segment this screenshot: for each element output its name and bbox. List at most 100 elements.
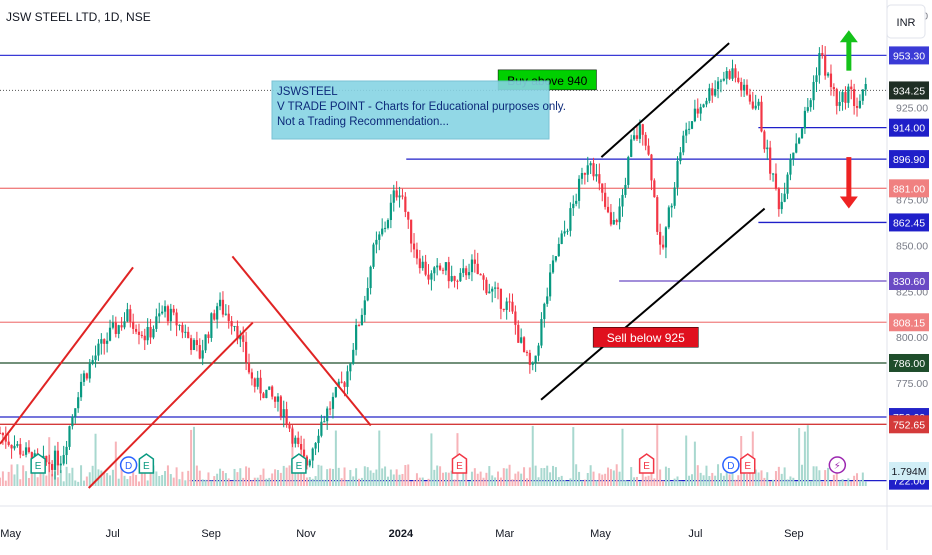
- candle-body: [302, 449, 306, 457]
- candle-body: [676, 161, 679, 188]
- volume-bar: [233, 468, 236, 486]
- event-marker-icon[interactable]: [638, 453, 655, 474]
- volume-bar: [858, 480, 861, 486]
- volume-bar: [832, 474, 835, 486]
- currency-button[interactable]: INR: [886, 4, 926, 39]
- chart-title: JSW STEEL LTD, 1D, NSE: [6, 10, 151, 24]
- candle-body: [245, 341, 248, 363]
- event-marker-icon[interactable]: [30, 453, 46, 474]
- candle-body: [621, 194, 624, 207]
- volume-bar: [644, 476, 647, 486]
- volume-bar: [795, 481, 798, 486]
- volume-bar: [737, 475, 740, 486]
- level-price-tag: [889, 213, 929, 232]
- candle-body: [774, 173, 778, 189]
- candle-body: [279, 396, 282, 417]
- volume-bar: [375, 469, 378, 486]
- candle-body: [404, 196, 407, 212]
- candle-body: [161, 311, 164, 314]
- volume-bar: [187, 470, 190, 486]
- volume-bar: [271, 473, 274, 486]
- candle-body: [476, 263, 479, 275]
- candle-body: [201, 350, 204, 359]
- volume-bar: [641, 472, 644, 486]
- volume-bar: [323, 479, 326, 486]
- candle-body: [352, 349, 355, 364]
- candle-body: [496, 287, 500, 289]
- volume-bar: [285, 467, 288, 486]
- level-price-label: 881.00: [893, 183, 925, 195]
- volume-bar: [172, 477, 175, 486]
- candle-body: [777, 188, 780, 210]
- volume-bar: [410, 481, 413, 486]
- currency-label: INR: [897, 17, 916, 29]
- volume-bar: [401, 473, 404, 486]
- event-marker-icon[interactable]: [291, 453, 307, 474]
- volume-bar: [436, 465, 439, 486]
- candle-body: [88, 363, 91, 379]
- volume-bar: [760, 470, 763, 486]
- event-marker-icon[interactable]: [739, 453, 756, 474]
- candle-body: [444, 262, 447, 271]
- volume-bar: [294, 469, 297, 486]
- volume-bar: [33, 473, 36, 486]
- event-marker-icon[interactable]: [119, 456, 138, 474]
- volume-bar: [415, 473, 418, 486]
- candle-body: [210, 313, 213, 338]
- y-tick-label: 775.00: [896, 378, 928, 390]
- volume-bar: [88, 472, 91, 486]
- volume-bar: [305, 477, 308, 486]
- volume-bar: [245, 466, 248, 486]
- candle-body: [473, 259, 476, 264]
- candle-body: [253, 378, 256, 387]
- candle-body: [346, 371, 349, 387]
- candle-body: [659, 231, 662, 245]
- event-marker-icon[interactable]: [451, 453, 468, 474]
- candle-body: [760, 101, 763, 132]
- candle-body: [511, 301, 514, 312]
- volume-bar: [109, 475, 112, 486]
- event-marker-icon[interactable]: [828, 456, 847, 474]
- candle-body: [4, 435, 7, 442]
- candle-body: [522, 337, 526, 352]
- candle-body: [847, 86, 850, 103]
- volume-bar: [777, 466, 780, 486]
- volume-bar: [801, 464, 804, 486]
- candle-body: [288, 424, 291, 429]
- callout-box: [592, 326, 699, 348]
- candle-body: [320, 421, 323, 436]
- candle-body: [575, 200, 578, 204]
- candle-body: [505, 301, 508, 310]
- volume-bar: [135, 474, 138, 486]
- volume-bar: [676, 476, 679, 486]
- candle-body: [357, 324, 361, 326]
- volume-bar: [453, 479, 456, 486]
- candle-body: [615, 219, 618, 223]
- event-marker-icon[interactable]: [138, 453, 155, 474]
- volume-bar: [465, 466, 468, 486]
- volume-bar: [201, 479, 204, 486]
- volume-bar: [352, 476, 355, 486]
- candle-body: [520, 337, 523, 343]
- volume-bar: [184, 480, 187, 486]
- volume-bar: [679, 480, 682, 486]
- volume-bar: [207, 472, 210, 486]
- volume-bar: [479, 471, 482, 486]
- candle-body: [766, 147, 769, 150]
- candle-body: [204, 334, 207, 351]
- volume-bar: [604, 473, 607, 486]
- volume-bar: [421, 477, 424, 486]
- volume-bar: [583, 479, 586, 486]
- volume-bar: [56, 477, 59, 486]
- candle-body: [557, 243, 560, 257]
- volume-bar: [230, 480, 233, 486]
- event-marker-icon[interactable]: [722, 456, 740, 474]
- volume-bar: [621, 428, 624, 486]
- volume-bar: [424, 481, 427, 486]
- candle-body: [722, 78, 725, 81]
- volume-bar: [656, 425, 659, 486]
- candle-body: [543, 303, 546, 320]
- volume-bar: [74, 480, 77, 486]
- candle-body: [470, 259, 474, 273]
